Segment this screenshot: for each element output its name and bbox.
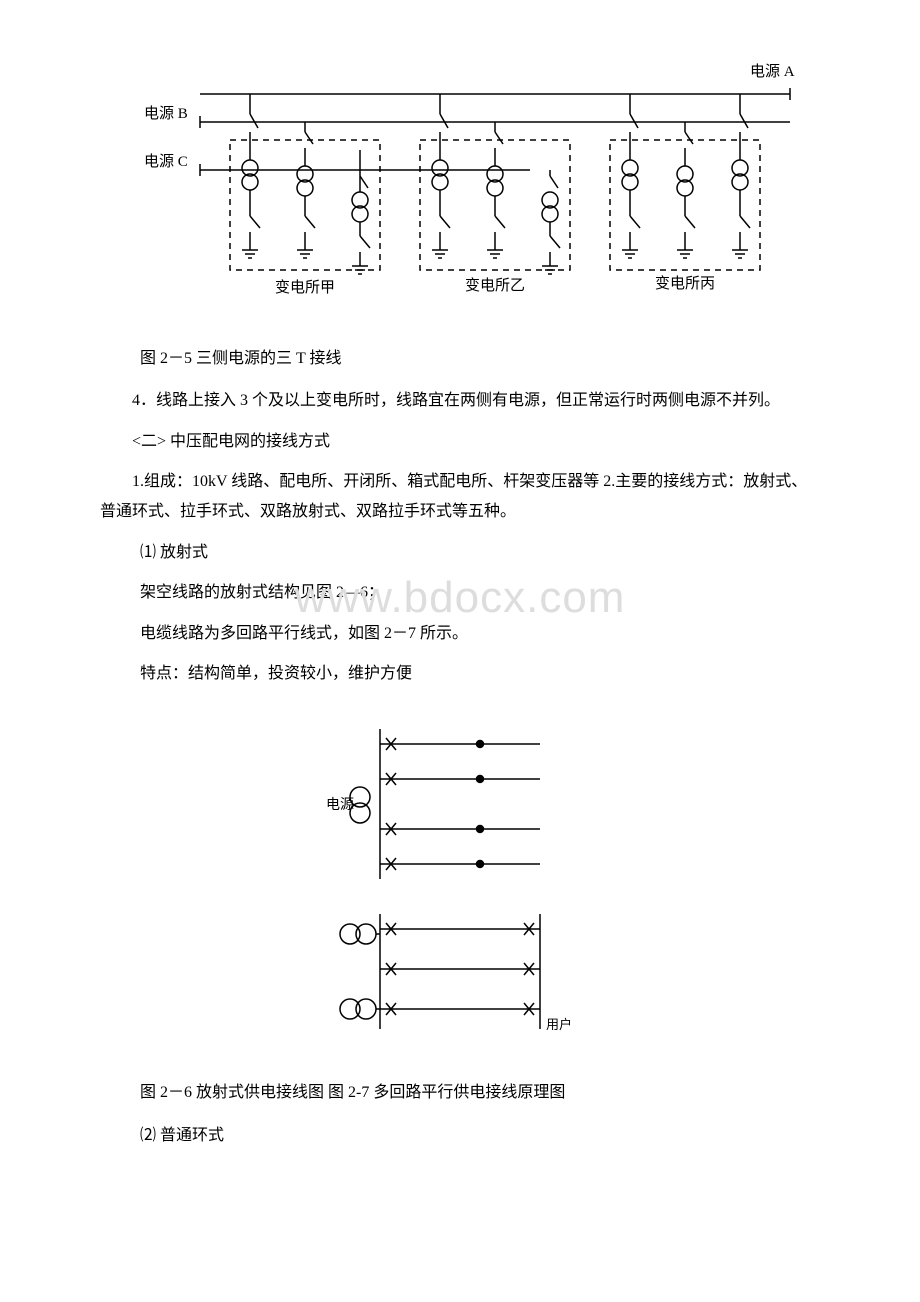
label-source: 电源	[326, 797, 354, 813]
figure-2-5: 电源 A 电源 B 电源 C 变电所甲 变电所乙 变电所丙	[100, 60, 820, 315]
label-user: 用户	[546, 1017, 572, 1032]
document-page: www.bdocx.com 电源 A 电源 B 电源 C 变电所甲	[0, 0, 920, 1221]
caption-fig-2-5: 图 2－5 三侧电源的三 T 接线	[140, 345, 820, 372]
label-station-c: 变电所丙	[655, 275, 715, 292]
paragraph-4: 4．线路上接入 3 个及以上变电所时，线路宜在两侧有电源，但正常运行时两侧电源不…	[100, 386, 820, 416]
caption-fig-2-6-7: 图 2－6 放射式供电接线图 图 2-7 多回路平行供电接线原理图	[140, 1079, 820, 1106]
feeder-group-a	[242, 94, 370, 274]
feeder-group-b	[432, 94, 560, 274]
item-1-radial: ⑴ 放射式	[140, 538, 820, 568]
diagram-three-source: 电源 A 电源 B 电源 C 变电所甲 变电所乙 变电所丙	[110, 60, 810, 315]
paragraph-cable: 电缆线路为多回路平行线式，如图 2－7 所示。	[140, 619, 820, 649]
label-source-a: 电源 A	[750, 63, 795, 80]
paragraph-overhead: 架空线路的放射式结构见图 2—6；	[140, 578, 820, 608]
paragraph-composition: 1.组成：10kV 线路、配电所、开闭所、箱式配电所、杆架变压器等 2.主要的接…	[100, 467, 820, 528]
label-source-b: 电源 B	[144, 105, 188, 122]
heading-section-2: <二> 中压配电网的接线方式	[100, 427, 820, 457]
label-source-c: 电源 C	[144, 153, 188, 170]
diagram-radial: 电源	[320, 719, 600, 1049]
figure-2-6-7: 电源	[100, 719, 820, 1049]
paragraph-features: 特点：结构简单，投资较小，维护方便	[140, 659, 820, 689]
label-station-b: 变电所乙	[465, 277, 525, 294]
label-station-a: 变电所甲	[275, 279, 335, 296]
item-2-ring: ⑵ 普通环式	[140, 1121, 820, 1151]
feeder-group-c	[622, 94, 750, 258]
